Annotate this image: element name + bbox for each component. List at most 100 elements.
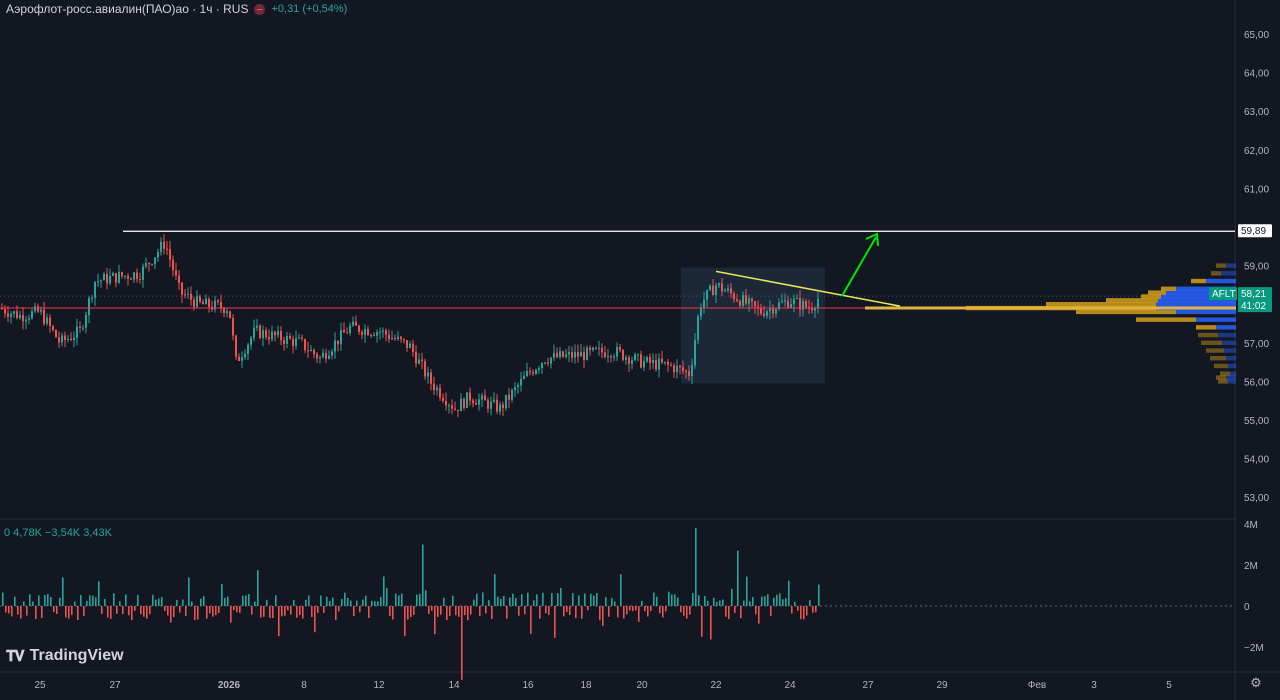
candle-body xyxy=(316,354,318,359)
volume-bar xyxy=(569,606,571,615)
candle-body xyxy=(520,378,522,386)
candle-body xyxy=(376,332,378,336)
candle-body xyxy=(496,399,498,412)
volume-bar xyxy=(362,599,364,606)
candle-body xyxy=(121,272,123,277)
volume-tick-label: 2M xyxy=(1244,561,1258,572)
volume-bar xyxy=(806,606,808,616)
volume-bar xyxy=(326,596,328,606)
candle-body xyxy=(58,337,60,343)
candle-body xyxy=(631,360,633,364)
vp-bar-up xyxy=(1226,375,1236,380)
candle-body xyxy=(28,318,30,320)
candle-body xyxy=(628,357,630,364)
volume-bar xyxy=(635,606,637,611)
vp-bar-up xyxy=(1218,332,1236,338)
candle-body xyxy=(634,354,636,361)
candle-body xyxy=(13,311,15,314)
volume-bar xyxy=(791,606,793,614)
volume-bar xyxy=(665,606,667,612)
volume-bar xyxy=(461,606,463,680)
candle-body xyxy=(787,300,789,308)
candle-body xyxy=(379,331,381,333)
volume-bar xyxy=(734,606,736,613)
time-tick-label: 25 xyxy=(34,680,46,691)
candle-body xyxy=(190,293,192,300)
volume-bar xyxy=(500,598,502,606)
price-tick-label: 56,00 xyxy=(1244,377,1269,388)
candle-body xyxy=(583,352,585,361)
candle-body xyxy=(601,347,603,353)
volume-bar xyxy=(14,596,16,606)
volume-bar xyxy=(524,606,526,615)
volume-bar xyxy=(590,593,592,606)
volume-bar xyxy=(455,606,457,616)
candle-body xyxy=(82,327,84,329)
candle-body xyxy=(262,330,264,339)
candle-body xyxy=(184,294,186,296)
candle-body xyxy=(373,334,375,336)
volume-bar xyxy=(422,544,424,606)
volume-bar xyxy=(104,599,106,606)
volume-bar xyxy=(539,606,541,619)
volume-bar xyxy=(350,600,352,606)
volume-bar xyxy=(668,591,670,606)
volume-bar xyxy=(134,606,136,611)
volume-bar xyxy=(329,601,331,606)
volume-bar xyxy=(755,606,757,615)
volume-bar xyxy=(497,596,499,606)
volume-bar xyxy=(713,597,715,606)
candle-body xyxy=(733,293,735,300)
volume-bar xyxy=(320,595,322,606)
candle-body xyxy=(73,337,75,340)
volume-bar xyxy=(644,606,646,612)
candle-body xyxy=(286,336,288,344)
volume-bar xyxy=(632,606,634,612)
volume-profile xyxy=(966,263,1236,384)
volume-bar xyxy=(206,606,208,619)
symbol-header[interactable]: Аэрофлот-росс.авиалин(ПАО)ао · 1ч · RUS … xyxy=(6,2,347,16)
volume-bar xyxy=(446,606,448,621)
candle-body xyxy=(70,338,72,340)
volume-bar xyxy=(659,606,661,614)
volume-bar xyxy=(239,606,241,613)
volume-bar xyxy=(602,606,604,626)
candle-body xyxy=(817,298,819,309)
vp-bar-up xyxy=(1230,371,1236,376)
volume-bar xyxy=(191,601,193,606)
candle-body xyxy=(157,251,159,258)
candle-body xyxy=(214,300,216,310)
volume-bar xyxy=(443,597,445,606)
gear-icon[interactable]: ⚙ xyxy=(1250,675,1262,690)
candle-body xyxy=(568,352,570,355)
volume-bar xyxy=(614,601,616,606)
candle-body xyxy=(169,249,171,260)
remove-icon[interactable] xyxy=(254,3,266,15)
volume-bar xyxy=(209,606,211,614)
candle-body xyxy=(706,289,708,300)
tradingview-logo[interactable]: 𝐓𝐕 TradingView xyxy=(6,647,124,665)
vp-bar-down xyxy=(1106,298,1158,303)
volume-bar xyxy=(485,606,487,614)
candle-body xyxy=(427,372,429,377)
resistance-price-badge: 59,89 xyxy=(1238,224,1272,238)
candle-body xyxy=(616,347,618,357)
candle-body xyxy=(349,325,351,334)
volume-bar xyxy=(473,599,475,606)
candle-body xyxy=(673,365,675,373)
volume-bar xyxy=(374,601,376,606)
candle-body xyxy=(331,351,333,356)
candle-body xyxy=(187,293,189,295)
candle-body xyxy=(19,314,21,319)
candle-body xyxy=(556,352,558,358)
volume-bar xyxy=(365,595,367,606)
ticker-badge: AFLT xyxy=(1209,287,1237,301)
candle-body xyxy=(457,409,459,412)
candle-body xyxy=(205,298,207,305)
symbol-title[interactable]: Аэрофлот-росс.авиалин(ПАО)ао · 1ч · RUS xyxy=(6,2,249,16)
candle-body xyxy=(679,365,681,368)
volume-bar xyxy=(554,606,556,638)
price-tick-label: 62,00 xyxy=(1244,146,1269,157)
